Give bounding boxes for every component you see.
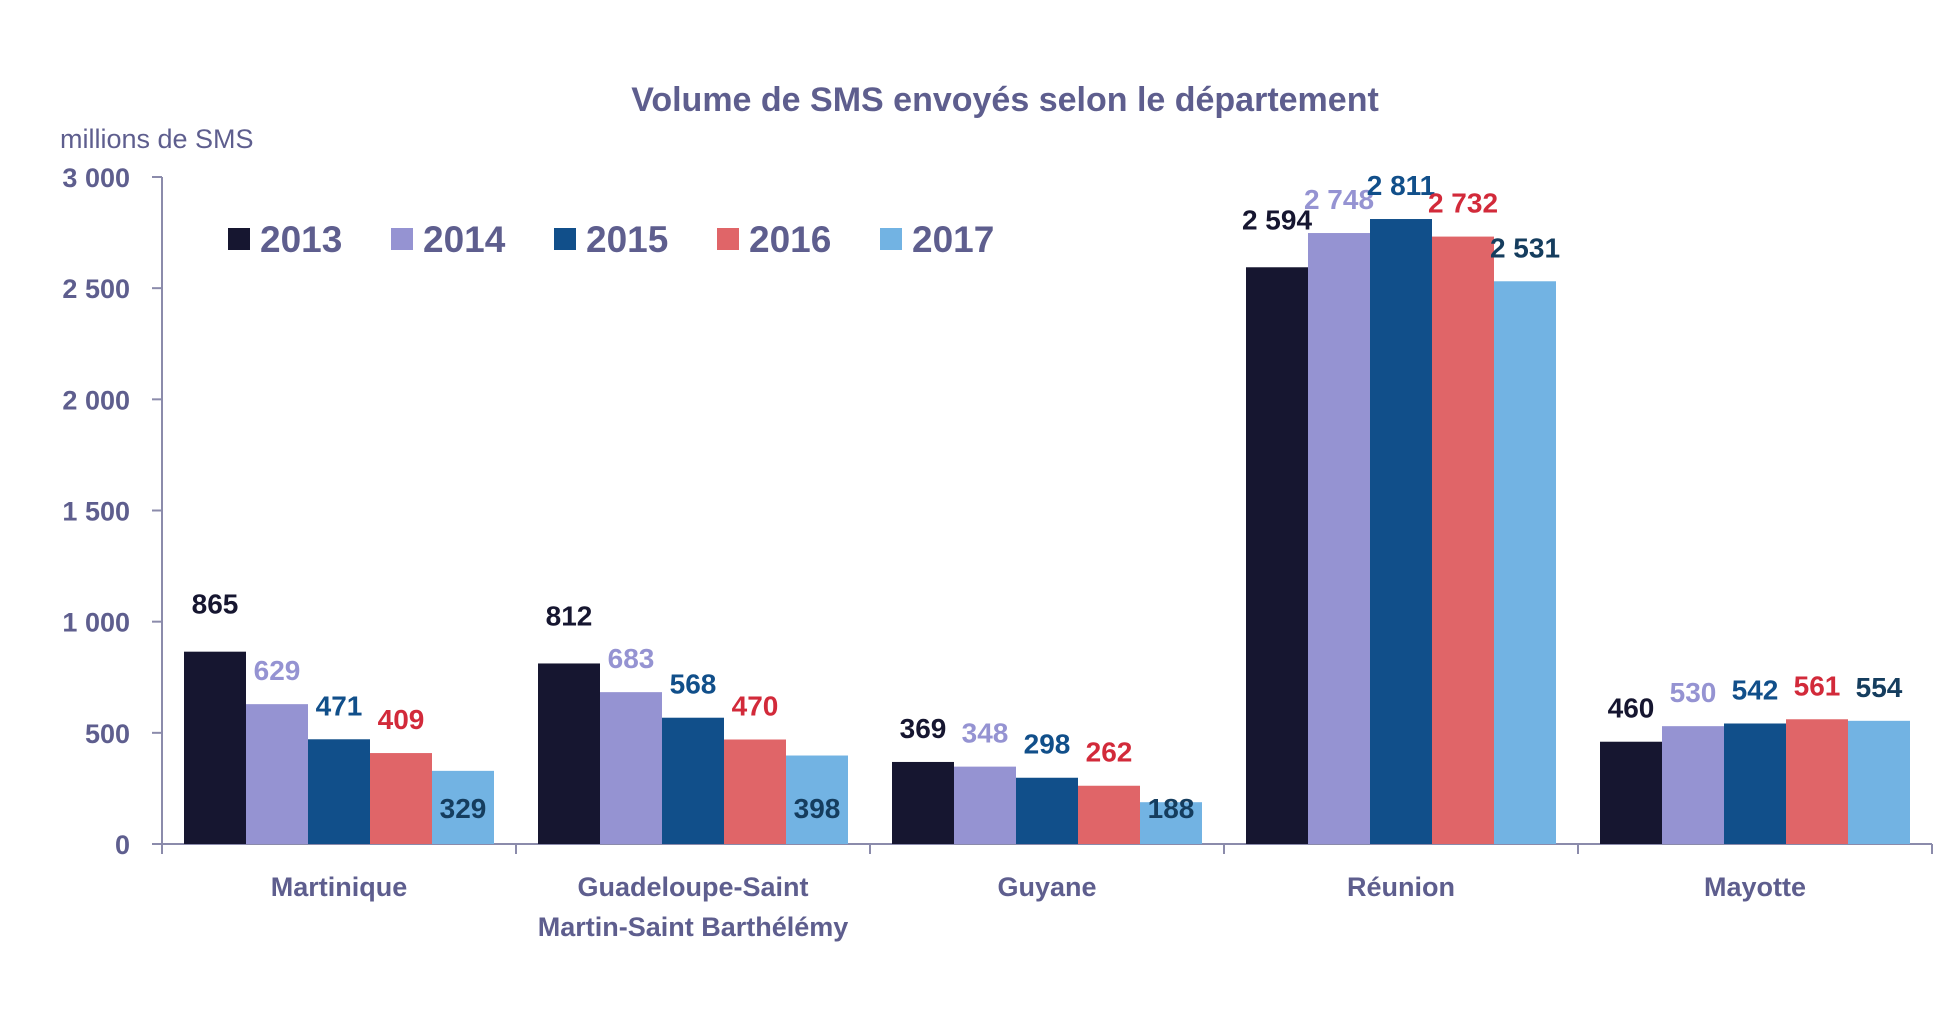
bar-2014: [1308, 233, 1370, 844]
bar-2016: [1078, 785, 1140, 844]
legend-swatch-2013: [228, 228, 250, 250]
bars: [184, 219, 1910, 845]
data-label: 542: [1732, 674, 1779, 705]
legend-label-2016: 2016: [749, 219, 831, 260]
bar-2014: [246, 704, 308, 844]
bar-2017: [786, 755, 848, 844]
bar-2016: [1786, 719, 1848, 844]
bar-2013: [538, 663, 600, 844]
data-label: 329: [440, 793, 487, 824]
legend-label-2013: 2013: [260, 219, 342, 260]
chart-title: Volume de SMS envoyés selon le départeme…: [631, 81, 1379, 119]
y-axis-ticks: 0 500 1 000 1 500 2 000 2 500 3 000: [62, 163, 162, 860]
legend-swatch-2017: [880, 228, 902, 250]
data-label: 188: [1148, 793, 1195, 824]
bar-2016: [370, 753, 432, 844]
data-label: 2 732: [1428, 188, 1498, 219]
x-tick-label: Martin-Saint Barthélémy: [538, 912, 849, 942]
y-tick-label: 0: [115, 830, 130, 860]
legend-swatch-2016: [717, 228, 739, 250]
legend-swatch-2015: [554, 228, 576, 250]
bar-2015: [1724, 723, 1786, 844]
data-label: 409: [378, 704, 425, 735]
bar-2017: [1140, 802, 1202, 844]
data-label: 561: [1794, 670, 1841, 701]
x-tick-label: Martinique: [271, 872, 408, 902]
legend-label-2017: 2017: [912, 219, 994, 260]
bar-2013: [184, 651, 246, 844]
bar-2017: [1494, 281, 1556, 845]
legend-label-2014: 2014: [423, 219, 506, 260]
y-axis-unit-label: millions de SMS: [60, 124, 254, 154]
x-axis-ticks: Martinique Guadeloupe-Saint Martin-Saint B…: [161, 844, 1933, 942]
data-label: 629: [254, 655, 301, 686]
y-tick-label: 2 500: [62, 274, 130, 304]
legend-swatch-2014: [391, 228, 413, 250]
legend: 2013 2014 2015 2016 2017: [228, 219, 994, 260]
bar-2017: [1848, 720, 1910, 844]
data-label: 568: [670, 669, 717, 700]
y-tick-label: 1 500: [62, 497, 130, 527]
y-tick-label: 3 000: [62, 163, 130, 193]
data-labels: 865 629 471 409 329 812 683 568 470 398 369 348 298 2…: [192, 170, 1903, 824]
bar-2013: [892, 761, 954, 844]
bar-2014: [600, 692, 662, 844]
bar-2013: [1600, 741, 1662, 844]
data-label: 683: [608, 643, 655, 674]
bar-2016: [724, 739, 786, 844]
data-label: 530: [1670, 677, 1717, 708]
data-label: 2 594: [1242, 204, 1312, 235]
legend-label-2015: 2015: [586, 219, 668, 260]
bar-2016: [1432, 236, 1494, 844]
data-label: 2 531: [1490, 232, 1560, 263]
y-tick-label: 500: [85, 719, 130, 749]
data-label: 348: [962, 718, 1009, 749]
bar-2014: [954, 766, 1016, 844]
data-label: 2 811: [1367, 170, 1436, 201]
x-tick-label: Mayotte: [1704, 872, 1806, 902]
data-label: 369: [900, 713, 947, 744]
data-label: 2 748: [1304, 184, 1374, 215]
data-label: 471: [316, 690, 363, 721]
data-label: 865: [192, 589, 239, 620]
data-label: 812: [546, 600, 593, 631]
y-tick-label: 2 000: [62, 385, 130, 415]
data-label: 398: [794, 793, 841, 824]
bar-2017: [432, 770, 494, 844]
data-label: 554: [1856, 672, 1903, 703]
bar-2013: [1246, 267, 1308, 844]
bar-2015: [1016, 777, 1078, 844]
x-tick-label: Guadeloupe-Saint: [577, 872, 808, 902]
bar-2014: [1662, 726, 1724, 844]
x-tick-label: Guyane: [997, 872, 1096, 902]
data-label: 298: [1024, 729, 1071, 760]
data-label: 460: [1608, 693, 1655, 724]
data-label: 262: [1086, 737, 1133, 768]
bar-2015: [1370, 219, 1432, 844]
y-tick-label: 1 000: [62, 608, 130, 638]
x-tick-label: Réunion: [1347, 872, 1455, 902]
bar-2015: [662, 717, 724, 844]
bar-2015: [308, 739, 370, 844]
data-label: 470: [732, 691, 779, 722]
